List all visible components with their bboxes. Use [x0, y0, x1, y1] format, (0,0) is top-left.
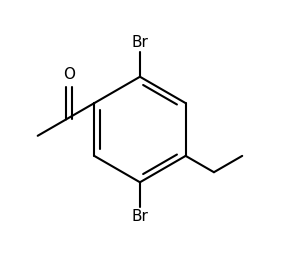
Text: O: O [63, 67, 75, 82]
Text: Br: Br [131, 35, 148, 50]
Text: Br: Br [131, 209, 148, 224]
